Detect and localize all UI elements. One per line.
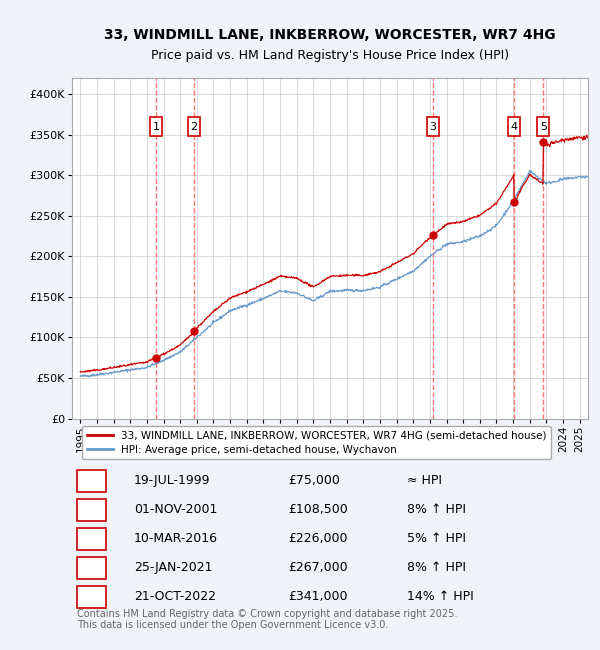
Text: ≈ HPI: ≈ HPI <box>407 474 442 487</box>
FancyBboxPatch shape <box>538 117 549 136</box>
Text: 25-JAN-2021: 25-JAN-2021 <box>134 561 212 574</box>
FancyBboxPatch shape <box>77 499 106 521</box>
Legend: 33, WINDMILL LANE, INKBERROW, WORCESTER, WR7 4HG (semi-detached house), HPI: Ave: 33, WINDMILL LANE, INKBERROW, WORCESTER,… <box>82 426 551 459</box>
FancyBboxPatch shape <box>188 117 200 136</box>
FancyBboxPatch shape <box>77 586 106 608</box>
Text: 8% ↑ HPI: 8% ↑ HPI <box>407 503 466 516</box>
FancyBboxPatch shape <box>150 117 162 136</box>
Text: 4: 4 <box>511 122 518 132</box>
Text: £267,000: £267,000 <box>289 561 349 574</box>
Text: 5% ↑ HPI: 5% ↑ HPI <box>407 532 466 545</box>
Text: 33, WINDMILL LANE, INKBERROW, WORCESTER, WR7 4HG: 33, WINDMILL LANE, INKBERROW, WORCESTER,… <box>104 28 556 42</box>
Text: 5: 5 <box>540 122 547 132</box>
Text: 21-OCT-2022: 21-OCT-2022 <box>134 590 216 603</box>
Text: Contains HM Land Registry data © Crown copyright and database right 2025.
This d: Contains HM Land Registry data © Crown c… <box>77 608 458 630</box>
Text: 2: 2 <box>191 122 198 132</box>
Text: 4: 4 <box>87 561 95 574</box>
Text: 2: 2 <box>87 503 95 516</box>
FancyBboxPatch shape <box>77 557 106 579</box>
FancyBboxPatch shape <box>77 470 106 492</box>
Text: £108,500: £108,500 <box>289 503 349 516</box>
Text: 14% ↑ HPI: 14% ↑ HPI <box>407 590 474 603</box>
Text: 3: 3 <box>430 122 437 132</box>
Text: 8% ↑ HPI: 8% ↑ HPI <box>407 561 466 574</box>
FancyBboxPatch shape <box>77 528 106 550</box>
Text: Price paid vs. HM Land Registry's House Price Index (HPI): Price paid vs. HM Land Registry's House … <box>151 49 509 62</box>
Text: 1: 1 <box>152 122 160 132</box>
Text: 01-NOV-2001: 01-NOV-2001 <box>134 503 217 516</box>
Text: 10-MAR-2016: 10-MAR-2016 <box>134 532 218 545</box>
Text: £75,000: £75,000 <box>289 474 341 487</box>
Text: 5: 5 <box>87 590 95 603</box>
FancyBboxPatch shape <box>508 117 520 136</box>
Text: £341,000: £341,000 <box>289 590 348 603</box>
Text: £226,000: £226,000 <box>289 532 348 545</box>
Text: 19-JUL-1999: 19-JUL-1999 <box>134 474 211 487</box>
Text: 1: 1 <box>87 474 95 487</box>
Text: 3: 3 <box>87 532 95 545</box>
FancyBboxPatch shape <box>427 117 439 136</box>
